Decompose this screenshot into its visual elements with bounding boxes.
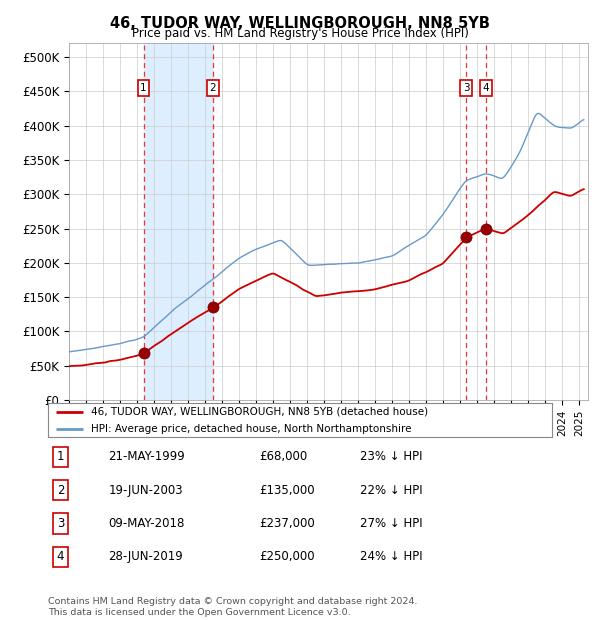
Text: 3: 3	[463, 83, 470, 93]
Text: 19-JUN-2003: 19-JUN-2003	[109, 484, 183, 497]
Text: Price paid vs. HM Land Registry's House Price Index (HPI): Price paid vs. HM Land Registry's House …	[131, 27, 469, 40]
Text: Contains HM Land Registry data © Crown copyright and database right 2024.
This d: Contains HM Land Registry data © Crown c…	[48, 598, 418, 617]
Text: 4: 4	[57, 551, 64, 564]
Text: £68,000: £68,000	[260, 450, 308, 463]
Text: 1: 1	[140, 83, 147, 93]
Text: 2: 2	[57, 484, 64, 497]
Text: 22% ↓ HPI: 22% ↓ HPI	[361, 484, 423, 497]
Text: 1: 1	[57, 450, 64, 463]
Text: 09-MAY-2018: 09-MAY-2018	[109, 517, 185, 530]
Text: 46, TUDOR WAY, WELLINGBOROUGH, NN8 5YB: 46, TUDOR WAY, WELLINGBOROUGH, NN8 5YB	[110, 16, 490, 30]
Text: £135,000: £135,000	[260, 484, 316, 497]
Text: 46, TUDOR WAY, WELLINGBOROUGH, NN8 5YB (detached house): 46, TUDOR WAY, WELLINGBOROUGH, NN8 5YB (…	[91, 407, 428, 417]
Bar	[143, 43, 213, 400]
Text: 27% ↓ HPI: 27% ↓ HPI	[361, 517, 423, 530]
Text: HPI: Average price, detached house, North Northamptonshire: HPI: Average price, detached house, Nort…	[91, 423, 412, 433]
Text: 4: 4	[482, 83, 489, 93]
Text: 23% ↓ HPI: 23% ↓ HPI	[361, 450, 423, 463]
Text: £250,000: £250,000	[260, 551, 316, 564]
Text: 28-JUN-2019: 28-JUN-2019	[109, 551, 183, 564]
Text: 21-MAY-1999: 21-MAY-1999	[109, 450, 185, 463]
Text: 2: 2	[209, 83, 216, 93]
Text: £237,000: £237,000	[260, 517, 316, 530]
Text: 24% ↓ HPI: 24% ↓ HPI	[361, 551, 423, 564]
Text: 3: 3	[57, 517, 64, 530]
